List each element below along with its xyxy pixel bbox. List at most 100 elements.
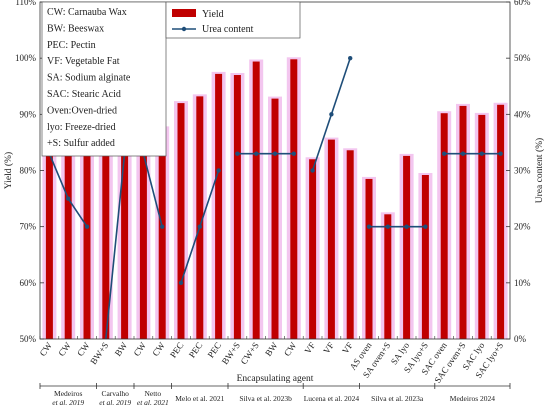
x-tick-label: BW <box>113 340 130 358</box>
legend-urea-label: Urea content <box>202 24 254 35</box>
y2-tick-label: 60% <box>514 0 531 7</box>
y-tick-label: 70% <box>20 222 37 232</box>
yield-bar <box>102 110 110 339</box>
y2-tick-label: 40% <box>514 109 531 119</box>
yield-bar <box>83 127 91 339</box>
x-tick-label: BW+S <box>220 340 242 366</box>
group-label: Melo et al. 2021 <box>175 394 224 403</box>
group-label: et al. 2019 <box>99 398 131 407</box>
x-tick-label: CW <box>282 340 299 358</box>
urea-point <box>197 224 202 229</box>
urea-point <box>310 168 315 173</box>
y-tick-label: 90% <box>20 109 37 119</box>
abbreviation-item: SAC: Stearic Acid <box>47 89 121 100</box>
abbreviation-item: VF: Vegetable Fat <box>47 56 120 67</box>
yield-bar <box>384 214 392 339</box>
x-axis-title: Encapsulating agent <box>237 374 314 384</box>
group-label: Silva et al. 2023a <box>371 394 424 403</box>
x-tick-label: BW <box>263 340 280 358</box>
y2-tick-label: 50% <box>514 53 531 63</box>
legend-box <box>165 1 301 39</box>
urea-point <box>479 151 484 156</box>
yield-bar <box>309 159 317 339</box>
urea-point <box>348 55 353 61</box>
yield-bar <box>440 113 448 340</box>
yield-bar <box>403 155 411 339</box>
yield-bar <box>45 105 53 340</box>
y-tick-label: 50% <box>20 334 37 344</box>
urea-point <box>423 224 428 229</box>
y2-tick-label: 30% <box>514 166 531 176</box>
legend-urea-marker <box>181 26 187 32</box>
y-tick-label: 60% <box>20 278 37 288</box>
x-tick-label: BW+S <box>88 340 110 366</box>
abbreviation-box <box>41 1 167 157</box>
urea-point <box>385 224 390 229</box>
yield-bar <box>459 105 467 340</box>
y-tick-label: 110% <box>15 0 36 7</box>
x-tick-label: PEC <box>187 340 205 359</box>
x-tick-label: PEC <box>206 340 224 359</box>
y-tick-label: 80% <box>20 166 37 176</box>
abbreviation-item: +S: Sulfur added <box>47 138 115 149</box>
abbreviation-item: SA: Sodium alginate <box>47 73 131 84</box>
yield-bar <box>421 174 429 339</box>
group-label: Medeiros <box>54 389 82 398</box>
group-label: et al. 2021 <box>137 398 169 407</box>
yield-bar <box>478 114 486 340</box>
group-label: Medeiros 2024 <box>450 394 495 403</box>
group-label: Netto <box>144 389 161 398</box>
urea-point <box>160 224 165 229</box>
urea-point <box>216 168 221 173</box>
urea-line-segment <box>142 153 163 227</box>
yield-bar <box>64 123 72 339</box>
urea-point <box>329 112 334 117</box>
yield-bar <box>346 150 354 339</box>
x-tick-label: VF <box>302 340 317 355</box>
group-label: et al. 2019 <box>52 398 84 407</box>
x-tick-label: CW <box>38 340 55 358</box>
group-label: Silva et al. 2023b <box>239 394 292 403</box>
x-tick-label: PEC <box>168 340 186 359</box>
yield-bar <box>271 98 279 340</box>
y-tick-label: 100% <box>15 53 37 63</box>
yield-bar <box>196 96 204 339</box>
abbreviation-list: CW: Carnauba Wax BW: Beeswax PEC: Pectin VF… <box>47 7 131 149</box>
yield-bar <box>121 101 129 339</box>
urea-point <box>84 224 90 229</box>
y-axis-title: Yield (%) <box>3 152 14 189</box>
yield-bars <box>42 57 508 340</box>
urea-point <box>404 224 409 229</box>
yield-bar <box>252 61 260 339</box>
y2-tick-label: 20% <box>514 222 531 232</box>
yield-bar <box>233 75 241 340</box>
urea-point <box>66 196 71 201</box>
urea-lines <box>47 55 503 340</box>
group-label: Carvalho <box>101 389 129 398</box>
y2-axis-title: Urea content (%) <box>534 138 545 203</box>
x-tick-label: VF <box>340 340 355 355</box>
urea-point <box>460 151 466 156</box>
urea-point <box>291 151 296 156</box>
x-tick-label: CW+S <box>239 340 261 366</box>
yield-bar <box>327 139 335 339</box>
y2-tick-label: 10% <box>514 278 531 288</box>
abbreviation-item: BW: Beeswax <box>47 23 104 34</box>
urea-point <box>366 224 372 229</box>
abbreviation-item: lyo: Freeze-dried <box>47 122 116 133</box>
yield-bar <box>497 104 505 339</box>
yield-bar <box>290 59 298 339</box>
abbreviation-item: PEC: Pectin <box>47 40 96 51</box>
group-label: Lucena et al. 2024 <box>304 394 360 403</box>
x-tick-label: CW <box>132 340 149 358</box>
x-tick-label: CW <box>150 340 167 358</box>
urea-point <box>254 151 259 156</box>
abbreviation-item: CW: Carnauba Wax <box>47 7 127 18</box>
x-tick-label: CW <box>56 340 73 358</box>
x-tick-label: VF <box>321 340 336 355</box>
y2-tick-label: 0% <box>514 334 527 344</box>
x-tick-label: CW <box>75 340 92 358</box>
yield-bar <box>215 73 223 339</box>
